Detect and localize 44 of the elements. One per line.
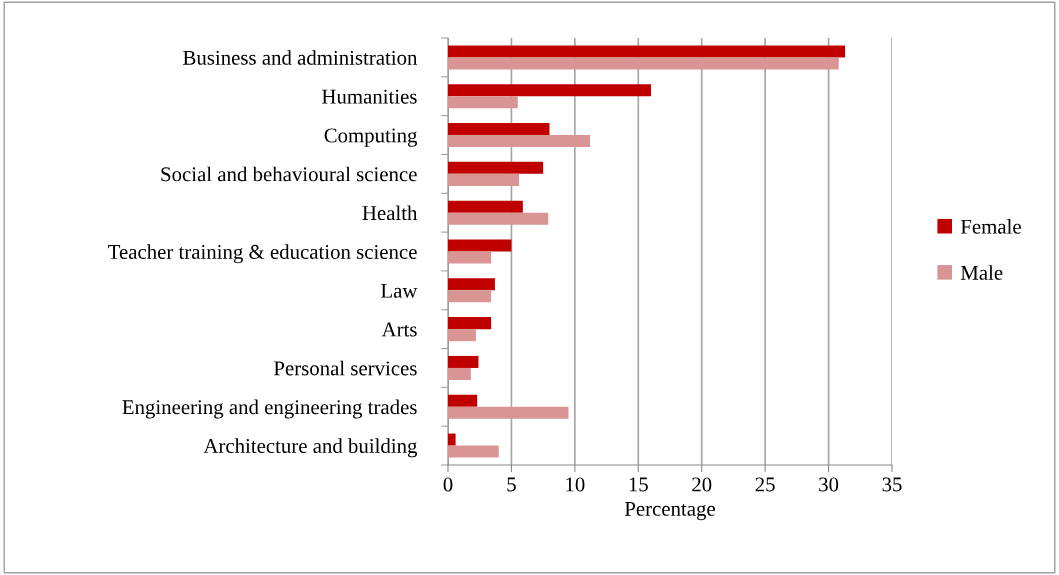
bar (448, 96, 518, 109)
bar (448, 445, 499, 458)
y-tick-label: Arts (381, 322, 417, 337)
y-tick-label: Social and behavioural science (161, 166, 417, 182)
bar (448, 278, 495, 291)
y-tick-label: Personal services (273, 360, 417, 376)
x-tick-label: 35 (882, 477, 902, 492)
y-tick-label: Engineering and engineering trades (122, 399, 417, 419)
bar (448, 239, 512, 252)
bar (448, 251, 492, 264)
bar (448, 355, 479, 368)
bar (448, 123, 550, 136)
bar (448, 433, 456, 446)
bar (448, 329, 476, 342)
x-tick-label: 10 (566, 477, 585, 492)
y-tick-label: Humanities (321, 89, 417, 104)
bar (448, 45, 846, 58)
y-tick-label: Health (362, 205, 418, 221)
x-tick-label: 0 (443, 477, 453, 492)
bar (448, 290, 492, 303)
legend-label: Male (960, 265, 1003, 280)
bar (448, 212, 549, 225)
y-tick-label: Teacher training & education science (108, 244, 417, 264)
bar (448, 57, 839, 70)
x-tick-label: 20 (692, 477, 712, 492)
bar (448, 84, 651, 97)
bar (448, 406, 569, 419)
bar (448, 135, 591, 148)
bar (448, 200, 523, 213)
x-tick-label: 30 (819, 477, 839, 492)
x-tick-label: 5 (507, 477, 516, 492)
bar (448, 161, 544, 174)
bar (448, 367, 471, 380)
bar (448, 317, 492, 330)
x-axis-title: Percentage (624, 502, 715, 521)
x-tick-label: 15 (629, 477, 648, 492)
x-tick-label: 25 (755, 477, 775, 492)
y-tick-label: Architecture and building (203, 438, 418, 458)
bar (448, 394, 478, 407)
y-tick-label: Computing (324, 128, 418, 147)
y-tick-label: Business and administration (183, 50, 418, 65)
legend-label: Female (960, 219, 1021, 234)
y-tick-label: Law (381, 283, 418, 298)
bar (448, 173, 520, 186)
